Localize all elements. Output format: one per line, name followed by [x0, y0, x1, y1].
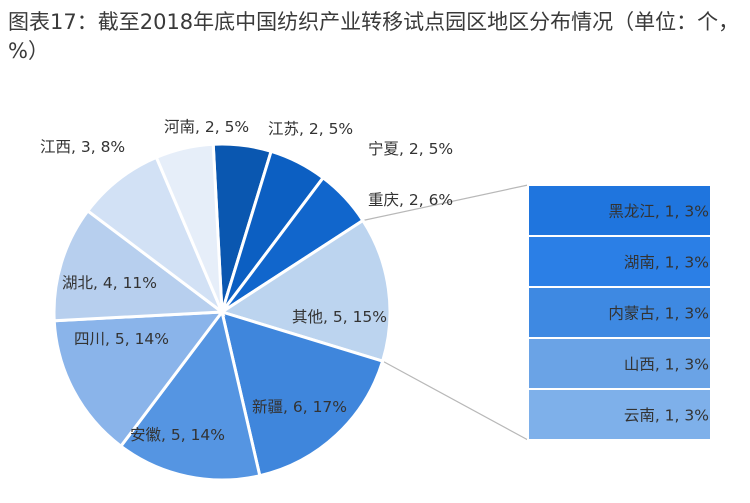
breakdown-connectors	[362, 184, 529, 441]
breakdown-label-内蒙古: 内蒙古, 1, 3%	[608, 305, 709, 323]
breakdown-label-云南: 云南, 1, 3%	[624, 407, 709, 425]
connector-bottom	[382, 360, 529, 441]
breakdown-segment-黑龙江	[527, 184, 712, 237]
slice-label-新疆: 新疆, 6, 17%	[252, 398, 347, 416]
breakdown-label-山西: 山西, 1, 3%	[624, 356, 709, 374]
pie-slice-湖北	[52, 208, 227, 323]
slice-label-江苏: 江苏, 2, 5%	[268, 120, 353, 138]
breakdown-labels: 黑龙江, 1, 3% 湖南, 1, 3% 内蒙古, 1, 3% 山西, 1, 3% 云南…	[608, 203, 709, 425]
breakdown-segment-山西	[527, 337, 712, 390]
breakdown-bar	[527, 184, 712, 441]
slice-label-宁夏: 宁夏, 2, 5%	[368, 140, 453, 158]
chart-title: 图表17：截至2018年底中国纺织产业转移试点园区地区分布情况（单位：个，%）	[8, 10, 740, 63]
slice-label-其他: 其他, 5, 15%	[292, 308, 387, 326]
breakdown-label-黑龙江: 黑龙江, 1, 3%	[608, 203, 709, 221]
pie-slice-河南	[154, 142, 224, 313]
slice-label-四川: 四川, 5, 14%	[74, 330, 169, 348]
slice-label-河南: 河南, 2, 5%	[164, 118, 249, 136]
pie-slice-其他	[218, 218, 392, 363]
slice-label-重庆: 重庆, 2, 6%	[368, 191, 453, 209]
slice-label-湖北: 湖北, 4, 11%	[62, 274, 157, 292]
pie-slice-四川	[52, 310, 226, 449]
slice-label-江西: 江西, 3, 8%	[40, 138, 125, 156]
pie-slices	[52, 142, 392, 482]
breakdown-label-湖南: 湖南, 1, 3%	[624, 254, 709, 272]
pie-slice-安徽	[118, 308, 262, 482]
slice-label-安徽: 安徽, 5, 14%	[130, 426, 225, 444]
pie-slice-江西	[85, 155, 226, 317]
connector-top	[362, 184, 529, 222]
pie-slice-新疆	[219, 309, 385, 478]
breakdown-segment-湖南	[527, 235, 712, 288]
breakdown-segment-云南	[527, 388, 712, 441]
pie-slice-labels: 江苏, 2, 5% 宁夏, 2, 5% 重庆, 2, 6% 其他, 5, 15% 新疆,…	[40, 118, 453, 444]
